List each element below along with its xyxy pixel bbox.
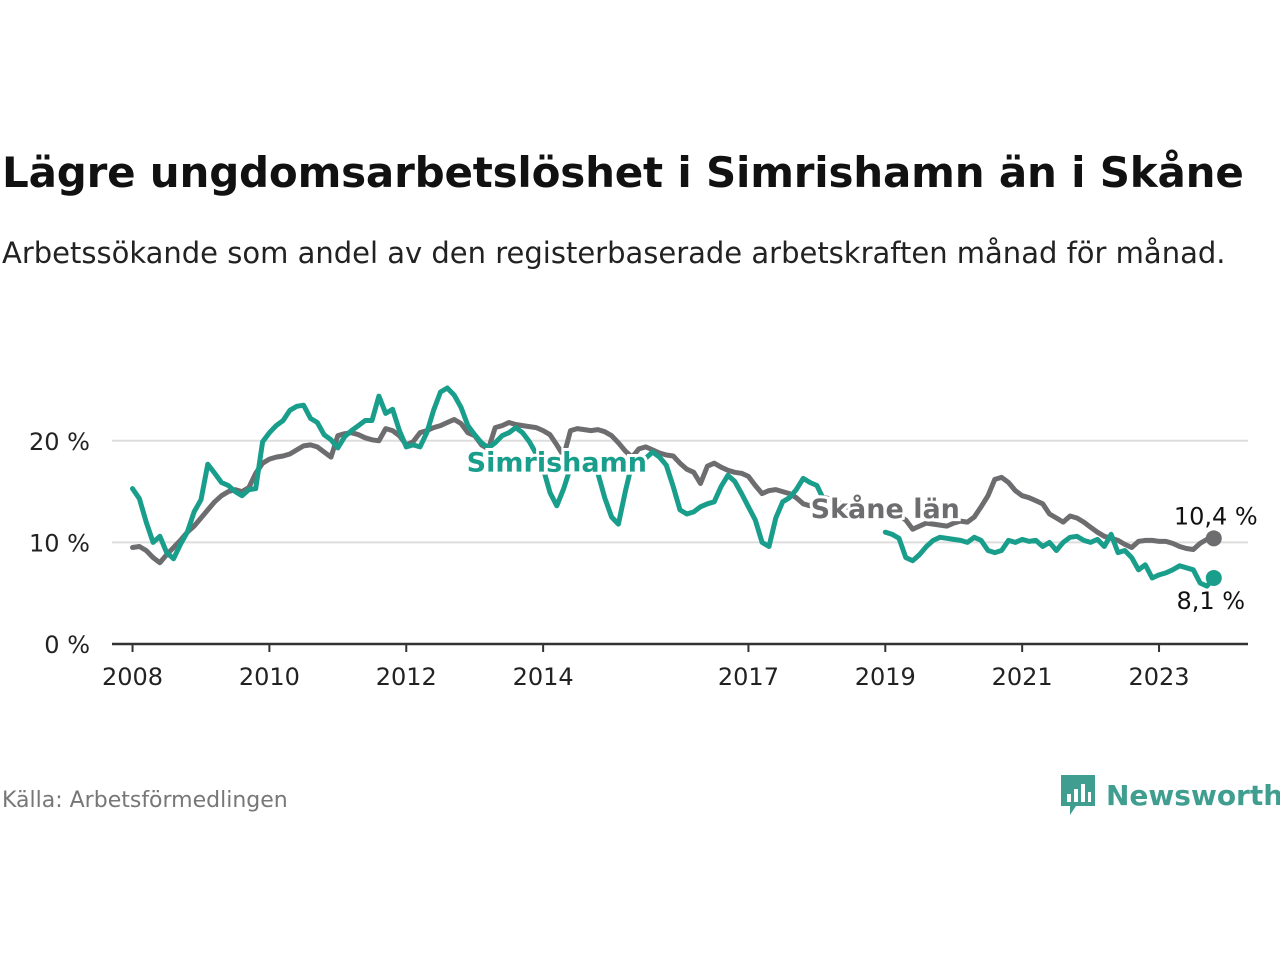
series-labels: 10,4 % 8,1 % Simrishamn Skåne län xyxy=(464,444,1258,615)
x-tick-label: 2023 xyxy=(1128,663,1189,691)
end-marker-skane xyxy=(1205,530,1222,547)
newsworthy-logo[interactable]: Newsworthy xyxy=(1058,772,1280,818)
line-chart: 0 % 10 % 20 % 2008 2010 2012 2014 2017 2019 2021… xyxy=(29,385,1258,691)
end-label-simrishamn: 8,1 % xyxy=(1176,587,1245,615)
gridlines xyxy=(112,439,1248,646)
series-line-skane xyxy=(130,417,1217,566)
series-label-simrishamn: Simrishamn xyxy=(467,447,647,478)
chart-subtitle: Arbetssökande som andel av den registerb… xyxy=(2,236,1226,270)
x-tick-label: 2008 xyxy=(102,663,163,691)
y-tick-label: 0 % xyxy=(44,631,90,659)
end-marker-simrishamn xyxy=(1205,569,1222,586)
series-lines xyxy=(130,385,1222,589)
series-label-skane: Skåne län xyxy=(811,493,960,525)
y-tick-label: 20 % xyxy=(29,428,90,456)
x-tick-label: 2017 xyxy=(718,663,779,691)
x-axis-ticks: 2008 2010 2012 2014 2017 2019 2021 2023 xyxy=(102,644,1190,691)
brand-name: Newsworthy xyxy=(1106,778,1280,812)
x-tick-label: 2014 xyxy=(513,663,574,691)
x-tick-label: 2021 xyxy=(992,663,1053,691)
newsworthy-icon xyxy=(1061,775,1095,815)
y-axis-ticks: 0 % 10 % 20 % xyxy=(29,428,90,659)
series-line-simrishamn xyxy=(130,385,827,562)
chart-title: Lägre ungdomsarbetslöshet i Simrishamn ä… xyxy=(2,148,1244,197)
y-tick-label: 10 % xyxy=(29,529,90,557)
x-tick-label: 2019 xyxy=(855,663,916,691)
x-tick-label: 2010 xyxy=(239,663,300,691)
x-tick-label: 2012 xyxy=(376,663,437,691)
series-line-simrishamn xyxy=(882,529,1217,589)
end-label-skane: 10,4 % xyxy=(1174,502,1258,530)
source-note: Källa: Arbetsförmedlingen xyxy=(2,788,288,813)
